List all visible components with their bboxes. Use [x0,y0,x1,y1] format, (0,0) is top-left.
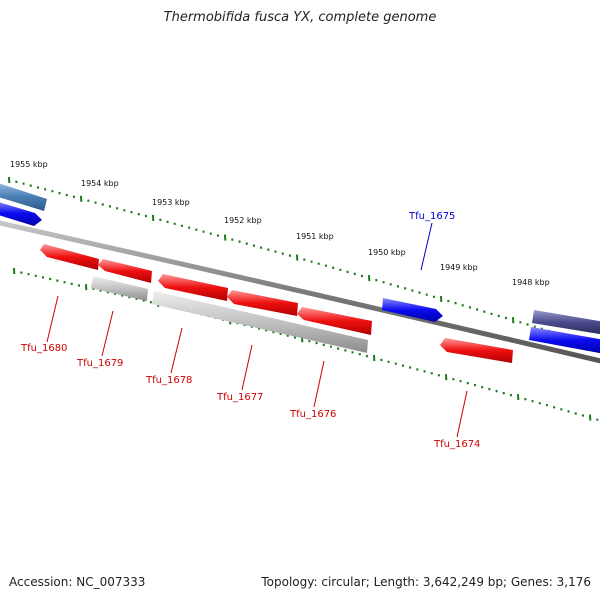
gene-arrow-blue[interactable] [529,327,600,354]
feature-block-purple[interactable] [532,310,600,335]
gene-label: Tfu_1677 [216,392,263,403]
gene-arrow-tfu-1678[interactable] [158,274,228,301]
feature-gray[interactable] [152,291,368,353]
scale-label: 1952 kbp [224,216,262,225]
gene-arrow-tfu-1676[interactable] [297,307,372,335]
scale-label: 1950 kbp [368,248,406,257]
gene-arrow-tfu-1680[interactable] [40,244,99,270]
accession-text: Accession: NC_007333 [9,575,146,589]
scale-label: 1948 kbp [512,278,550,287]
genome-backbone [0,220,600,364]
topology-text: Topology: circular; Length: 3,642,249 bp… [261,575,591,589]
gene-arrow-tfu-1677[interactable] [227,290,298,316]
scale-label: 1949 kbp [440,263,478,272]
gene-label: Tfu_1679 [76,358,123,369]
feature-block-steelblue[interactable] [0,182,47,211]
gene-label: Tfu_1678 [145,375,192,386]
gene-labels: Tfu_1680 Tfu_1679 Tfu_1678 Tfu_1677 Tfu_… [20,211,480,450]
scale-label: 1951 kbp [296,232,334,241]
gene-arrow-blue[interactable] [0,201,42,226]
gene-label: Tfu_1675 [408,211,455,222]
map-title: Thermobifida fusca YX, complete genome [163,10,437,25]
label-leaders [46,222,468,438]
gene-label: Tfu_1676 [289,409,336,420]
gene-arrow-tfu-1674[interactable] [440,338,513,363]
scale-label: 1953 kbp [152,198,190,207]
scale-label: 1954 kbp [81,179,119,188]
scale-ticks-inner [13,267,599,421]
scale-labels: 1955 kbp 1954 kbp 1953 kbp 1952 kbp 1951… [10,160,550,287]
gene-arrow-tfu-1675[interactable] [382,298,443,322]
gene-arrow-tfu-1679[interactable] [98,259,152,283]
gene-label: Tfu_1674 [433,439,480,450]
gene-label: Tfu_1680 [20,343,67,354]
feature-gray[interactable] [91,276,148,301]
scale-label: 1955 kbp [10,160,48,169]
